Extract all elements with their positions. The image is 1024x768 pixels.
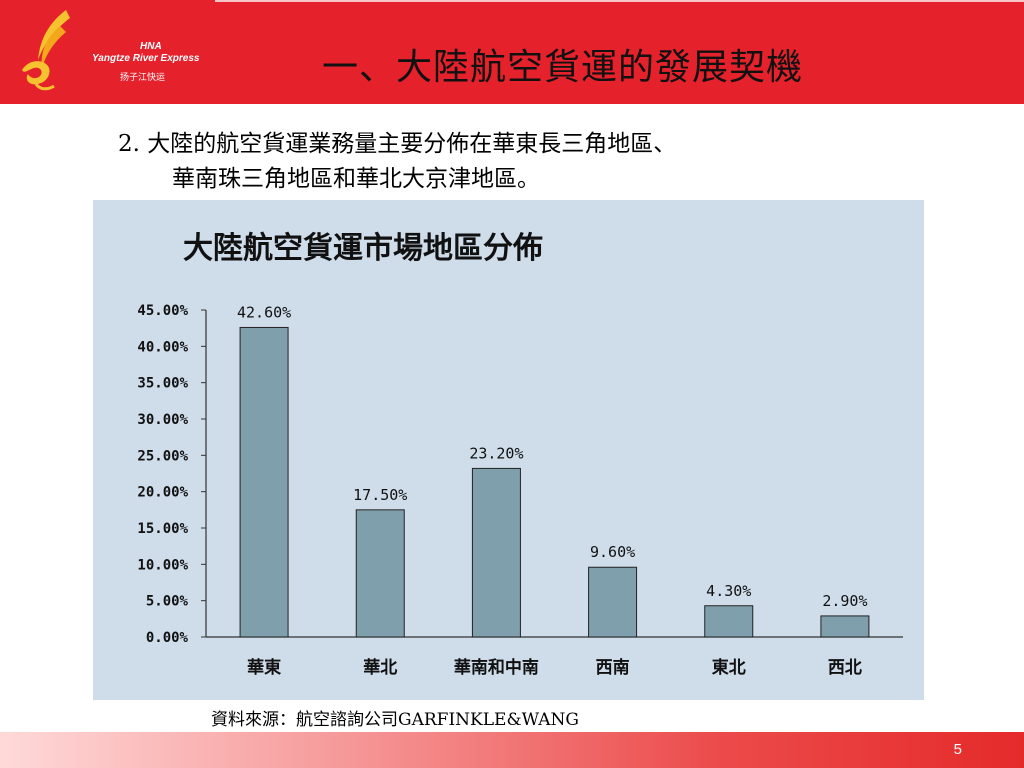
logo-bird-icon <box>22 10 70 91</box>
y-tick-label: 35.00% <box>137 376 188 392</box>
chart-title: 大陸航空貨運市場地區分佈 <box>183 231 543 266</box>
bar <box>704 605 754 638</box>
footer-bar <box>0 732 1024 768</box>
logo-name-cn: 扬子江快运 <box>120 73 166 83</box>
body-paragraph: 2. 大陸的航空貨運業務量主要分佈在華東長三角地區、 華南珠三角地區和華北大京津… <box>118 127 676 197</box>
x-category-label: 西南 <box>596 657 630 678</box>
bar-chart: 大陸航空貨運市場地區分佈 0.00% 5.00% 10.00% 15.00% 20.00… <box>137 231 903 678</box>
y-tick-label: 15.00% <box>137 521 188 537</box>
x-category-label: 華南和中南 <box>454 657 539 678</box>
bar <box>239 326 289 638</box>
y-tick-label: 45.00% <box>137 303 188 319</box>
data-label: 2.90% <box>822 592 867 610</box>
y-tick-label: 30.00% <box>137 412 188 428</box>
chart-panel: 大陸航空貨運市場地區分佈 0.00% 5.00% 10.00% 15.00% 20.00… <box>93 200 924 700</box>
data-label: 4.30% <box>706 582 751 600</box>
page-title: 一、大陸航空貨運的發展契機 <box>322 47 804 88</box>
body-line-2: 華南珠三角地區和華北大京津地區。 <box>172 166 540 192</box>
source-note: 資料來源：航空諮詢公司GARFINKLE&WANG <box>211 710 579 730</box>
chart-axes <box>205 310 903 638</box>
header-bar: HNA Yangtze River Express 扬子江快运 一、大陸航空貨運… <box>0 0 1024 104</box>
data-label: 23.20% <box>469 444 523 462</box>
page-number: 5 <box>953 741 962 758</box>
bar <box>471 467 521 638</box>
y-tick-label: 40.00% <box>137 339 188 355</box>
logo: HNA Yangtze River Express 扬子江快运 <box>0 0 213 104</box>
data-label: 17.50% <box>353 486 407 504</box>
logo-name-en: Yangtze River Express <box>92 53 200 64</box>
x-axis-categories: 華東 華北 華南和中南 西南 東北 西北 <box>247 657 862 678</box>
x-category-label: 華北 <box>363 658 397 678</box>
x-category-label: 華東 <box>247 657 281 678</box>
y-tick-label: 20.00% <box>137 485 188 501</box>
bar <box>820 615 870 638</box>
bar <box>355 509 405 638</box>
header-top-strip <box>215 0 1024 2</box>
y-tick-label: 5.00% <box>146 594 189 610</box>
data-label: 42.60% <box>237 303 291 321</box>
body-line-1: 2. 大陸的航空貨運業務量主要分佈在華東長三角地區、 <box>118 131 677 157</box>
x-category-label: 西北 <box>828 658 862 678</box>
chart-bars <box>239 326 870 638</box>
y-axis-ticks: 0.00% 5.00% 10.00% 15.00% 20.00% 25.00% 30.00%… <box>137 303 206 646</box>
y-tick-label: 0.00% <box>146 630 189 646</box>
bar <box>588 566 638 638</box>
logo-brand: HNA <box>140 41 162 52</box>
y-tick-label: 10.00% <box>137 557 188 573</box>
x-category-label: 東北 <box>712 657 746 678</box>
data-label: 9.60% <box>590 543 635 561</box>
data-labels: 42.60% 17.50% 23.20% 9.60% 4.30% 2.90% <box>237 303 868 609</box>
y-tick-label: 25.00% <box>137 448 188 464</box>
